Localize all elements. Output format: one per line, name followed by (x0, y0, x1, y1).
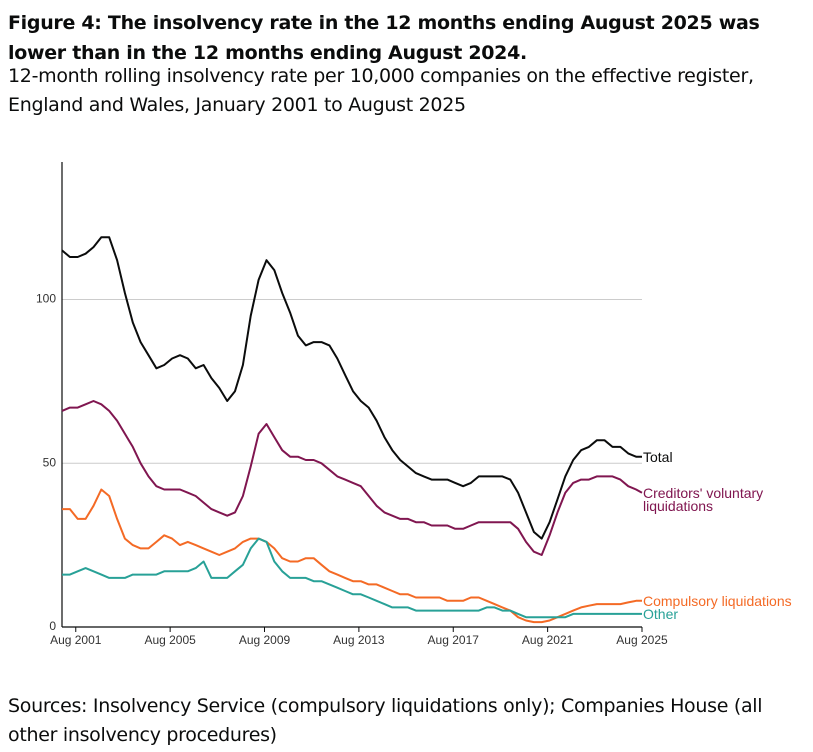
chart: 0 50 100 Aug 2001 Aug 2005 Aug 2009 Aug 2013 Au… (36, 162, 668, 647)
x-tick-label: Aug 2001 (50, 633, 102, 647)
series-label: Creditors' voluntary liquidations (643, 484, 764, 514)
series-line (61, 236, 642, 540)
series-line (61, 400, 643, 556)
x-tick-label: Aug 2009 (239, 633, 291, 647)
x-tick-label: Aug 2005 (144, 633, 196, 647)
series-label: Compulsory liquidations (643, 592, 792, 609)
x-tick-label: Aug 2021 (522, 633, 574, 647)
x-tick-label: Aug 2013 (333, 633, 385, 647)
x-tick-label: Aug 2017 (428, 633, 480, 647)
series-line (62, 537, 642, 619)
y-tick-label: 100 (36, 292, 56, 306)
series-label: Other (643, 605, 679, 622)
chart-subtitle: 12-month rolling insolvency rate per 10,… (8, 65, 754, 116)
x-tick-label: Aug 2025 (616, 633, 668, 647)
series-line (62, 488, 642, 624)
chart-title: Figure 4: The insolvency rate in the 12 … (8, 12, 760, 64)
source-note: Sources: Insolvency Service (compulsory … (8, 695, 763, 746)
series-label: Total (643, 448, 673, 465)
y-tick-label: 0 (49, 619, 56, 633)
y-tick-label: 50 (43, 455, 57, 469)
